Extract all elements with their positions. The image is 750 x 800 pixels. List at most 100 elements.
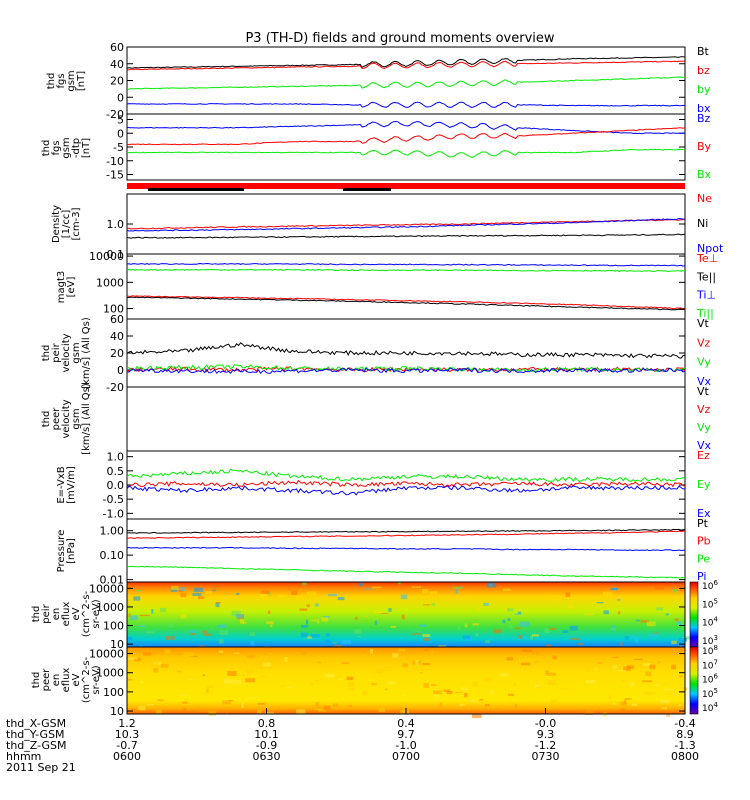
x-axis-labels: thd_X-GSM thd_Y-GSM thd_Z-GSM hhmm 2011 … [6,717,76,774]
spectrogram-cell [523,636,526,639]
spectrogram-cell [493,629,502,634]
spectrogram-cell [423,604,431,606]
spectrogram-cell [671,640,677,644]
y-axis-label-line: peir [41,603,52,623]
spectrogram-cell [170,635,175,640]
spectrogram-cell [612,702,616,706]
series-line-Ey [126,468,686,483]
spectrogram-cell [475,632,478,637]
y-axis-label-line: Density [51,205,62,243]
y-axis-label-line: [cm-3] [71,207,82,240]
x-tick-label: 1.2 [118,717,136,730]
spectrogram-cell [471,713,482,719]
spectrogram-cell [295,597,300,602]
spectrogram-cell [645,671,652,677]
spectrogram-cell [429,591,438,595]
spectrogram-cell [130,708,137,711]
y-axis-label-line: eV [71,673,82,686]
spectrogram-cell [235,614,244,619]
y-axis-label-line: thd [31,672,42,689]
spectrogram-cell [461,586,465,588]
spectrogram-cell [215,601,221,604]
spectrogram-cell [215,602,220,608]
spectrogram-cell [278,595,284,598]
legend-entry: Pe [697,552,710,565]
series-line-Pt [126,528,686,534]
y-tick-label: -20 [106,108,124,121]
spectrogram-cell [203,633,212,636]
spectrogram-cell [483,602,489,606]
spectrogram-cell [570,637,581,640]
spectrogram-cell [187,661,197,666]
spectrogram-cell [183,707,187,713]
spectrogram-cell [198,708,209,712]
spectrogram-cell [531,652,539,655]
spectrogram-cell [301,625,309,628]
spectrogram-cell [346,676,354,681]
spectrogram-cell [249,697,256,699]
spectrogram-cell [565,592,571,598]
y-axis-label: thd peir en eflux eV (cm^2-s-sr-eV) [31,590,102,637]
spectrogram-cell [348,687,355,691]
legend-entry: Pi [697,570,706,583]
spectrogram-cell [170,585,179,590]
spectrogram-cell [620,701,627,706]
legend-entry: Ey [697,478,711,491]
spectrogram-cell [629,682,635,687]
spectrogram-cell [380,613,389,615]
panel-3: 0.1 1.0 Density [1/cc] [cm-3] Ne Ni Npot [51,192,724,261]
spectrogram-cell [676,621,682,625]
spectrogram-cell [431,684,437,686]
spectrogram-cell [268,652,273,655]
series-line-Te⊥ [126,295,686,310]
y-axis-label: Pressure [nPa] [56,530,77,573]
spectrogram-cell [219,630,228,635]
spectrogram-cell [259,593,266,598]
legend-entry: Te⊥ [696,252,718,265]
series-line-Ti⊥ [126,262,686,267]
legend-entry: Ex [697,507,711,520]
y-tick-label: 0 [117,91,124,104]
spectrogram-cell [533,702,536,706]
spectrogram-cell [649,633,658,637]
spectrogram-cell [522,648,533,653]
spectrogram-cell [127,657,138,660]
spectrogram-cell [631,703,638,707]
x-tick-label: -0.7 [116,739,137,752]
spectrogram-cell [627,665,635,669]
spectrogram-cell [620,708,625,713]
y-tick-label: -15 [106,169,124,182]
spectrogram-cell [585,679,596,684]
x-tick-label: -1.3 [674,739,695,752]
spectrogram-cell [472,681,478,687]
series-line-Ti|| [126,268,686,272]
spectrogram-cell [310,634,320,638]
spectrogram-cell [219,639,224,644]
spectrogram-cell [236,592,240,595]
spectrogram-cell [682,636,692,640]
y-tick-label: -20 [106,381,124,394]
legend-entry: Bx [697,168,712,181]
spectrogram-cell [519,621,530,627]
y-axis-label-line: velocity [61,333,72,372]
series-line-Vt [126,342,686,359]
burst-mode-bar [127,183,685,191]
colorbar-tick-label: 105 [702,597,718,610]
spectrogram-cell [332,641,337,644]
spectrogram-cell [325,633,330,637]
spectrogram-cell [160,663,169,668]
y-tick-label: 0.1 [107,248,125,261]
spectrogram-cell [347,681,355,687]
spectrogram-cell [242,674,245,677]
spectrogram-cell [585,643,591,646]
spectrogram-cell [612,656,619,658]
spectrogram-cell [446,690,453,695]
spectrogram-cell [596,602,604,604]
spectrogram-cell [155,709,162,715]
spectrogram-cell [328,594,338,597]
y-axis-label-line: thd [46,73,57,90]
legend-entry: Pt [697,517,709,530]
panel-frame [126,450,686,520]
y-axis-label-line: sr-eV) [91,599,102,628]
spectrogram-cell [315,702,320,707]
